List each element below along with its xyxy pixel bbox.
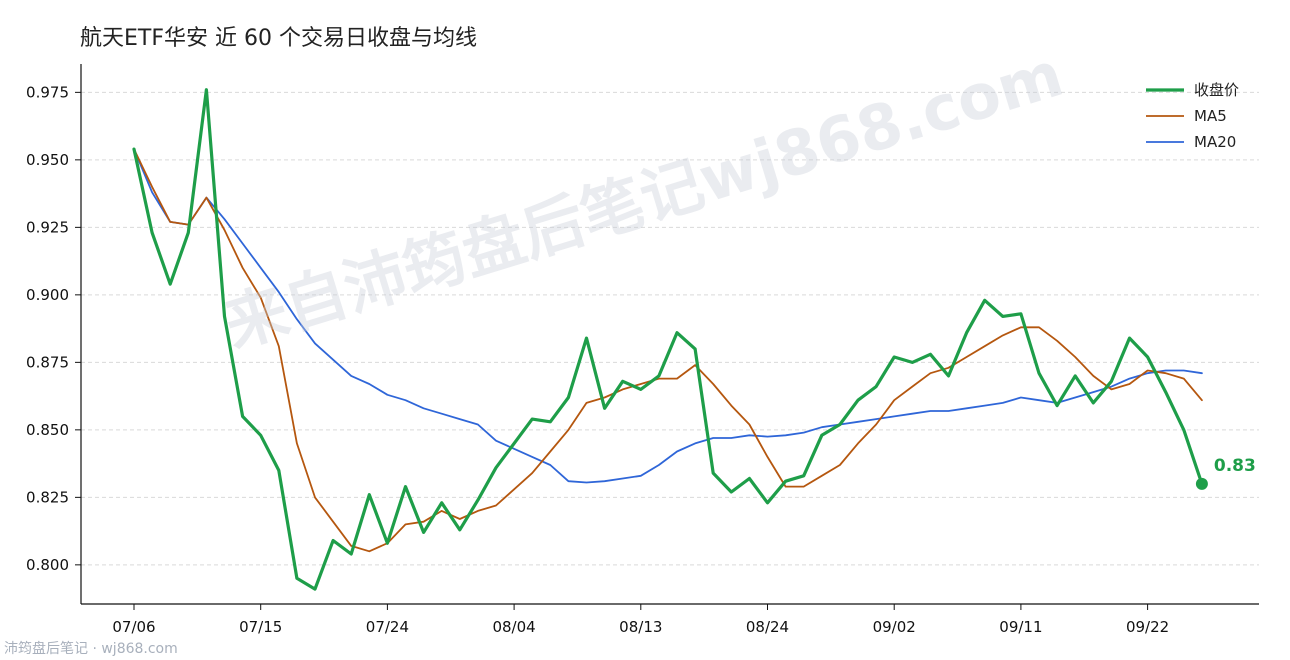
x-tick-label: 08/13 xyxy=(619,618,662,636)
y-tick-label: 0.825 xyxy=(26,488,69,506)
legend-label: MA5 xyxy=(1194,107,1227,125)
legend-label: 收盘价 xyxy=(1194,81,1239,99)
footer-credit: 沛筠盘后笔记 · wj868.com xyxy=(4,641,178,657)
last-point: 0.83 xyxy=(1195,456,1256,490)
x-tick-label: 08/04 xyxy=(492,618,535,636)
series-line-close xyxy=(132,88,1204,591)
x-tick-label: 07/15 xyxy=(239,618,282,636)
x-tick-label: 09/22 xyxy=(1126,618,1169,636)
legend-label: MA20 xyxy=(1194,133,1236,151)
gridlines xyxy=(81,91,1259,566)
x-tick-label: 09/02 xyxy=(873,618,916,636)
y-tick-label: 0.900 xyxy=(26,286,69,304)
x-tick-label: 07/24 xyxy=(366,618,409,636)
x-tick-label: 07/06 xyxy=(112,618,155,636)
y-tick-label: 0.875 xyxy=(26,353,69,371)
y-tick-label: 0.850 xyxy=(26,421,69,439)
y-tick-label: 0.800 xyxy=(26,556,69,574)
last-point-label: 0.83 xyxy=(1214,456,1256,476)
axes xyxy=(80,64,1259,605)
y-tick-label: 0.925 xyxy=(26,218,69,236)
x-tick-label: 08/24 xyxy=(746,618,789,636)
series-lines xyxy=(132,88,1204,591)
y-tick-label: 0.975 xyxy=(26,83,69,101)
y-axis-ticks: 0.800 0.825 0.850 0.875 0.900 0.925 0.950 0.975 xyxy=(26,83,81,574)
chart-title: 航天ETF华安 近 60 个交易日收盘与均线 xyxy=(80,26,477,51)
last-point-marker xyxy=(1195,477,1208,490)
x-axis-ticks: 07/06 07/15 07/24 08/04 08/13 08/24 09/02 09/11… xyxy=(112,604,1169,636)
x-tick-label: 09/11 xyxy=(999,618,1042,636)
legend: 收盘价 MA5 MA20 xyxy=(1146,81,1239,151)
y-tick-label: 0.950 xyxy=(26,151,69,169)
series-line-ma20 xyxy=(133,148,1203,484)
